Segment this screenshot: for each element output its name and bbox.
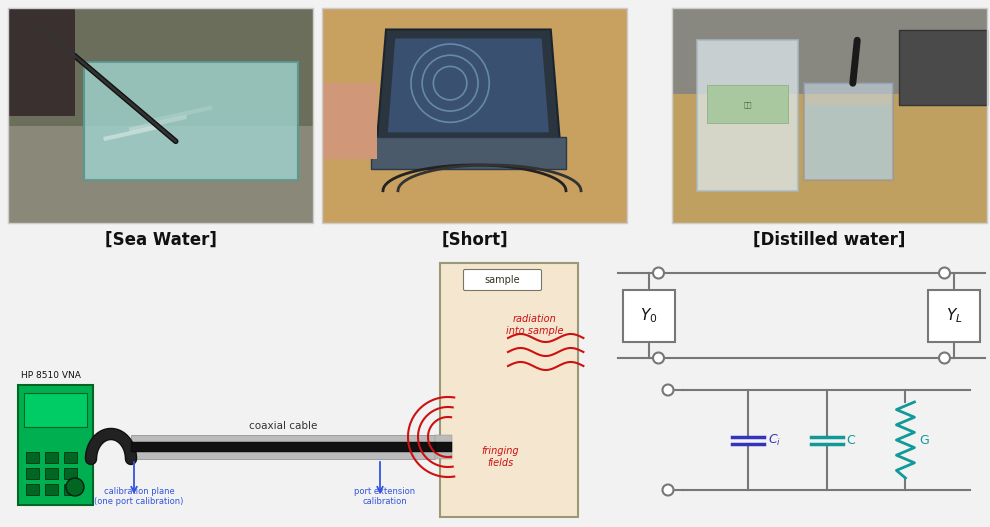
- FancyBboxPatch shape: [463, 269, 542, 290]
- Bar: [8, 126, 313, 223]
- Bar: [322, 8, 627, 223]
- Text: radiation
into sample: radiation into sample: [506, 314, 563, 336]
- Text: calibration plane
(one port calibration): calibration plane (one port calibration): [94, 487, 184, 506]
- Bar: [804, 83, 893, 180]
- Polygon shape: [377, 30, 560, 141]
- Text: [Sea Water]: [Sea Water]: [105, 231, 217, 249]
- Bar: [440, 263, 578, 517]
- Bar: [672, 8, 987, 223]
- Text: [Distilled water]: [Distilled water]: [753, 231, 906, 249]
- Bar: [26, 452, 39, 463]
- Bar: [623, 289, 675, 341]
- Bar: [707, 85, 788, 123]
- Bar: [131, 435, 435, 459]
- Text: $Y_L$: $Y_L$: [945, 306, 962, 325]
- Bar: [131, 442, 435, 452]
- Text: HP 8510 VNA: HP 8510 VNA: [21, 371, 81, 380]
- Bar: [435, 435, 452, 459]
- Circle shape: [653, 268, 664, 278]
- Bar: [899, 30, 987, 105]
- Text: $C_i$: $C_i$: [767, 433, 781, 447]
- Bar: [64, 452, 77, 463]
- Bar: [64, 484, 77, 495]
- Bar: [8, 8, 313, 223]
- Circle shape: [662, 385, 673, 395]
- Bar: [45, 452, 58, 463]
- Bar: [64, 468, 77, 479]
- Bar: [672, 8, 987, 94]
- Bar: [45, 484, 58, 495]
- Text: sample: sample: [484, 275, 520, 285]
- Bar: [928, 289, 980, 341]
- Circle shape: [653, 353, 664, 364]
- Bar: [84, 62, 298, 180]
- Bar: [371, 137, 566, 169]
- Bar: [8, 8, 313, 223]
- Bar: [24, 393, 87, 427]
- Text: port extension
calibration: port extension calibration: [354, 487, 416, 506]
- Bar: [8, 8, 75, 115]
- Text: fringing
fields: fringing fields: [481, 446, 519, 468]
- Bar: [322, 8, 627, 223]
- Text: $Y_0$: $Y_0$: [641, 306, 657, 325]
- Bar: [26, 484, 39, 495]
- Bar: [26, 468, 39, 479]
- Bar: [697, 40, 798, 191]
- Bar: [18, 385, 93, 505]
- Text: coaxial cable: coaxial cable: [248, 421, 317, 431]
- Circle shape: [939, 353, 950, 364]
- Text: G: G: [920, 434, 930, 446]
- Bar: [322, 83, 377, 159]
- Circle shape: [662, 484, 673, 495]
- Text: 생수: 생수: [743, 101, 751, 108]
- Text: C: C: [846, 434, 855, 446]
- Bar: [45, 468, 58, 479]
- Bar: [435, 442, 452, 452]
- Bar: [806, 105, 890, 178]
- Polygon shape: [388, 38, 548, 132]
- Circle shape: [66, 478, 84, 496]
- Bar: [672, 8, 987, 223]
- Circle shape: [939, 268, 950, 278]
- Text: [Short]: [Short]: [442, 231, 508, 249]
